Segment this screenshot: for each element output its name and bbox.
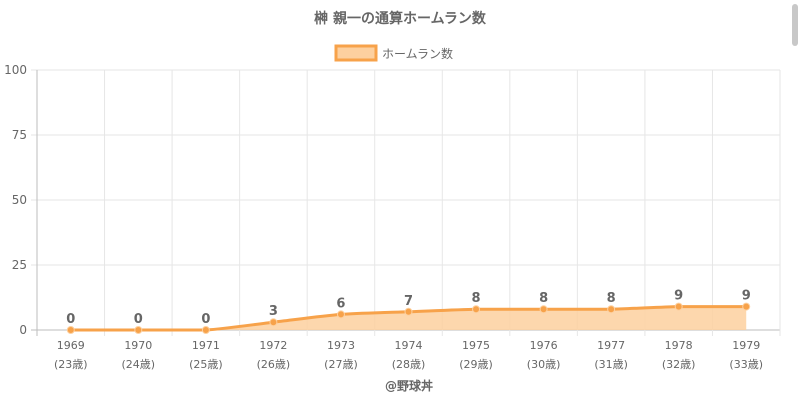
x-tick-age-label: (28歳)	[392, 358, 426, 371]
x-tick-label: 1979	[732, 339, 760, 352]
x-tick-age-label: (29歳)	[459, 358, 493, 371]
chart-title: 榊 親一の通算ホームラン数	[314, 10, 487, 27]
x-tick-age-label: (25歳)	[189, 358, 223, 371]
data-label: 0	[66, 312, 75, 327]
data-label: 8	[539, 291, 548, 306]
x-tick-label: 1978	[665, 339, 693, 352]
data-label: 8	[472, 291, 481, 306]
data-point	[539, 305, 548, 314]
x-tick-age-label: (24歳)	[122, 358, 156, 371]
x-tick-label: 1976	[530, 339, 558, 352]
x-tick-label: 1970	[124, 339, 152, 352]
x-tick-age-label: (26歳)	[257, 358, 291, 371]
data-point	[201, 326, 210, 334]
data-point	[269, 318, 278, 327]
x-tick-label: 1972	[259, 339, 287, 352]
x-tick-label: 1971	[192, 339, 220, 352]
data-point	[472, 305, 481, 314]
data-label: 6	[336, 296, 345, 311]
x-tick-label: 1977	[597, 339, 625, 352]
data-label: 9	[742, 289, 751, 304]
data-label: 9	[674, 289, 683, 304]
y-tick-label: 100	[4, 63, 27, 77]
x-tick-label: 1969	[57, 339, 85, 352]
series-area	[70, 306, 747, 330]
y-tick-label: 75	[12, 128, 27, 142]
y-tick-label: 0	[19, 323, 27, 337]
x-tick-age-label: (31歳)	[594, 358, 628, 371]
legend-label: ホームラン数	[382, 46, 453, 61]
legend-swatch	[334, 44, 378, 62]
data-point	[742, 302, 751, 311]
data-label: 7	[404, 294, 413, 309]
scrollbar[interactable]	[792, 4, 798, 46]
data-point	[607, 305, 616, 314]
credit-text: @野球丼	[385, 378, 433, 393]
legend[interactable]: ホームラン数	[334, 44, 453, 62]
x-tick-age-label: (30歳)	[527, 358, 561, 371]
grid	[31, 69, 781, 336]
data-point	[66, 326, 75, 334]
x-tick-label: 1975	[462, 339, 490, 352]
data-label: 0	[201, 312, 210, 327]
data-label: 8	[607, 291, 616, 306]
axis-layer: 0 25 50 75 100 1969 (23歳) 1970 (24歳) 1971 (25歳) 197…	[4, 63, 763, 371]
x-tick-age-label: (33歳)	[729, 358, 763, 371]
data-point	[404, 307, 413, 316]
data-point	[674, 302, 683, 311]
x-tick-age-label: (32歳)	[662, 358, 696, 371]
data-point	[336, 310, 345, 319]
data-point	[134, 326, 143, 334]
data-label: 0	[134, 312, 143, 327]
y-tick-label: 25	[12, 258, 27, 272]
data-label: 3	[269, 304, 278, 319]
label-layer: 0 0 0 3 6 7 8 8 8 9 9	[66, 289, 751, 327]
x-tick-label: 1974	[395, 339, 423, 352]
x-tick-age-label: (27歳)	[324, 358, 358, 371]
x-tick-label: 1973	[327, 339, 355, 352]
point-layer	[66, 302, 751, 334]
x-tick-age-label: (23歳)	[54, 358, 88, 371]
y-tick-label: 50	[12, 193, 27, 207]
